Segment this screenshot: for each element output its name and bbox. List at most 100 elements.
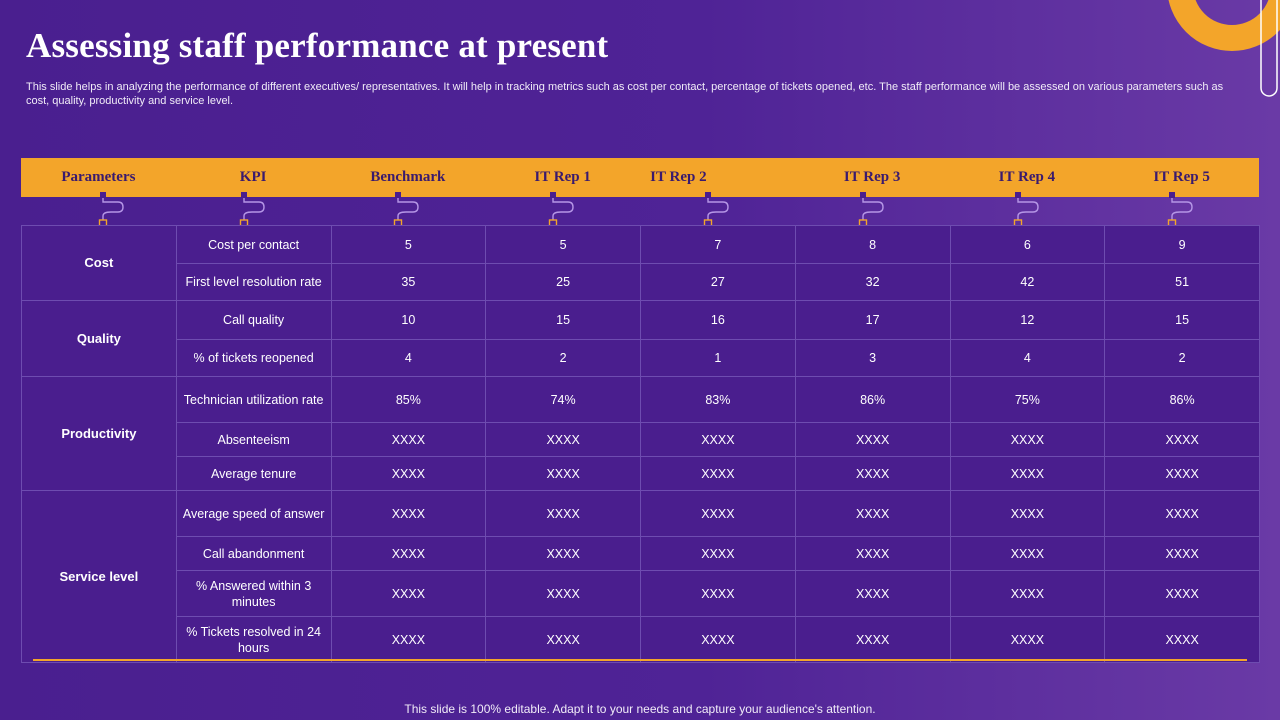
- rep-value-cell: XXXX: [640, 616, 796, 663]
- benchmark-cell: XXXX: [330, 490, 487, 537]
- header-kpi: KPI: [239, 169, 267, 185]
- rep-value-cell: XXXX: [485, 456, 641, 491]
- parameter-cell: Productivity: [21, 376, 177, 491]
- rep-value-cell: 15: [1104, 300, 1260, 340]
- rep-value-cell: 9: [1104, 225, 1260, 264]
- table-row: Service level Average speed of answer XXXX…: [21, 490, 1260, 663]
- rep-value-cell: XXXX: [1104, 616, 1260, 663]
- rep-value-cell: XXXX: [794, 536, 951, 571]
- rep-value-cell: XXXX: [794, 616, 951, 663]
- benchmark-cell: 10: [330, 300, 487, 340]
- header-it-rep-1: IT Rep 1: [534, 169, 591, 185]
- rep-value-cell: 12: [949, 300, 1106, 340]
- parameter-cell: Service level: [21, 490, 177, 663]
- table-row: Average tenure XXXX XXXX XXXX XXXX XXXX XXXX: [22, 456, 1260, 491]
- benchmark-cell: XXXX: [330, 456, 487, 491]
- rep-value-cell: 2: [485, 339, 641, 377]
- decorative-ring-graphic: [1168, 0, 1280, 97]
- kpi-cell: % of tickets reopened: [175, 339, 332, 377]
- rep-value-cell: XXXX: [640, 570, 796, 617]
- rep-value-cell: 6: [949, 225, 1106, 264]
- table-bottom-accent-line: [33, 659, 1247, 661]
- rep-value-cell: 5: [485, 225, 641, 264]
- rep-value-cell: XXXX: [949, 456, 1106, 491]
- header-it-rep-4: IT Rep 4: [998, 169, 1056, 185]
- table-row: Cost Cost per contact 5 5 7 8 6 9: [21, 225, 1260, 301]
- rep-value-cell: 25: [485, 263, 641, 301]
- rep-value-cell: XXXX: [485, 570, 641, 617]
- rep-value-cell: XXXX: [1104, 422, 1260, 457]
- parameter-cell: Quality: [21, 300, 177, 377]
- rep-value-cell: XXXX: [640, 490, 796, 537]
- rep-value-cell: XXXX: [485, 616, 641, 663]
- rep-value-cell: XXXX: [485, 490, 641, 537]
- parameter-cell: Cost: [21, 225, 177, 301]
- rep-value-cell: XXXX: [1104, 570, 1260, 617]
- header-benchmark: Benchmark: [370, 169, 446, 185]
- rep-value-cell: 74%: [485, 376, 641, 423]
- kpi-cell: Average tenure: [175, 456, 332, 491]
- kpi-cell: Technician utilization rate: [175, 376, 332, 423]
- rep-value-cell: 15: [485, 300, 641, 340]
- rep-value-cell: 2: [1104, 339, 1260, 377]
- rep-value-cell: 1: [640, 339, 796, 377]
- benchmark-cell: 85%: [330, 376, 487, 423]
- benchmark-cell: XXXX: [330, 570, 487, 617]
- benchmark-cell: XXXX: [330, 536, 487, 571]
- rep-value-cell: 83%: [640, 376, 796, 423]
- kpi-cell: Absenteeism: [175, 422, 332, 457]
- header-it-rep-2: IT Rep 2: [650, 169, 707, 185]
- rep-value-cell: XXXX: [794, 422, 951, 457]
- rep-value-cell: XXXX: [949, 616, 1106, 663]
- rep-value-cell: XXXX: [640, 536, 796, 571]
- rep-value-cell: XXXX: [949, 490, 1106, 537]
- table-row: Productivity Technician utilization rate 8…: [21, 376, 1260, 491]
- rep-value-cell: 16: [640, 300, 796, 340]
- table-row: Quality Call quality 10 15 16 17 12 15: [21, 300, 1260, 377]
- rep-value-cell: XXXX: [1104, 490, 1260, 537]
- benchmark-cell: 35: [330, 263, 487, 301]
- rep-value-cell: 42: [949, 263, 1106, 301]
- footer-note: This slide is 100% editable. Adapt it to…: [404, 702, 876, 716]
- rep-value-cell: XXXX: [640, 456, 796, 491]
- rep-value-cell: 4: [949, 339, 1106, 377]
- rep-value-cell: XXXX: [794, 490, 951, 537]
- benchmark-cell: XXXX: [330, 422, 487, 457]
- rep-value-cell: XXXX: [794, 456, 951, 491]
- rep-value-cell: 27: [640, 263, 796, 301]
- kpi-cell: First level resolution rate: [175, 263, 332, 301]
- table-row: First level resolution rate 35 25 27 32 42 51: [22, 263, 1260, 301]
- rep-value-cell: 3: [794, 339, 951, 377]
- header-it-rep-5: IT Rep 5: [1153, 169, 1210, 185]
- kpi-cell: Call abandonment: [175, 536, 332, 571]
- rep-value-cell: XXXX: [794, 570, 951, 617]
- rep-value-cell: 8: [794, 225, 951, 264]
- rep-value-cell: XXXX: [485, 422, 641, 457]
- benchmark-cell: 5: [330, 225, 487, 264]
- table-row: % of tickets reopened 4 2 1 3 4 2: [22, 339, 1260, 377]
- page-title: Assessing staff performance at present: [26, 26, 609, 65]
- page-description: This slide helps in analyzing the perfor…: [26, 81, 1224, 107]
- table-row: % Answered within 3 minutes XXXX XXXX XXXX X…: [22, 570, 1260, 617]
- rep-value-cell: 86%: [794, 376, 951, 423]
- rep-value-cell: XXXX: [640, 422, 796, 457]
- rep-value-cell: XXXX: [949, 536, 1106, 571]
- table-row: Call abandonment XXXX XXXX XXXX XXXX XXXX XXXX: [22, 536, 1260, 571]
- kpi-cell: % Answered within 3 minutes: [175, 570, 332, 617]
- table-row: % Tickets resolved in 24 hours XXXX XXXX XX…: [22, 616, 1260, 663]
- table-row: Absenteeism XXXX XXXX XXXX XXXX XXXX XXXX: [22, 422, 1260, 457]
- kpi-cell: % Tickets resolved in 24 hours: [175, 616, 332, 663]
- header-it-rep-3: IT Rep 3: [843, 169, 901, 185]
- rep-value-cell: XXXX: [485, 536, 641, 571]
- rep-value-cell: 32: [794, 263, 951, 301]
- rep-value-cell: XXXX: [949, 570, 1106, 617]
- rep-value-cell: XXXX: [949, 422, 1106, 457]
- rep-value-cell: 17: [794, 300, 951, 340]
- benchmark-cell: XXXX: [330, 616, 487, 663]
- rep-value-cell: 7: [640, 225, 796, 264]
- rep-value-cell: XXXX: [1104, 536, 1260, 571]
- performance-table: Cost Cost per contact 5 5 7 8 6 9 First level re…: [21, 225, 1260, 663]
- kpi-cell: Cost per contact: [175, 225, 332, 264]
- rep-value-cell: 86%: [1104, 376, 1260, 423]
- rep-value-cell: 75%: [949, 376, 1106, 423]
